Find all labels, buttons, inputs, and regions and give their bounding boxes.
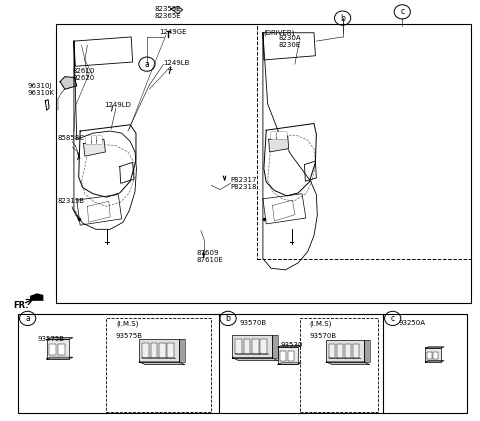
- Polygon shape: [30, 293, 43, 301]
- Polygon shape: [278, 363, 301, 365]
- Polygon shape: [326, 340, 364, 362]
- Text: 93250A: 93250A: [398, 320, 425, 326]
- Polygon shape: [167, 343, 174, 358]
- Polygon shape: [232, 358, 278, 360]
- Text: 82315B: 82315B: [58, 198, 84, 204]
- Polygon shape: [272, 335, 278, 358]
- Text: 87609
87610E: 87609 87610E: [196, 250, 223, 263]
- Text: 96310J
96310K: 96310J 96310K: [28, 83, 55, 96]
- Text: c: c: [400, 7, 404, 16]
- Polygon shape: [353, 344, 360, 358]
- Polygon shape: [151, 343, 157, 358]
- Text: 82610
82620: 82610 82620: [72, 68, 95, 81]
- Polygon shape: [47, 339, 69, 359]
- Polygon shape: [167, 358, 176, 359]
- Text: 1249LB: 1249LB: [164, 60, 190, 66]
- Polygon shape: [282, 132, 287, 139]
- Polygon shape: [337, 344, 343, 358]
- Polygon shape: [86, 136, 91, 144]
- Polygon shape: [337, 358, 345, 359]
- Polygon shape: [280, 352, 286, 361]
- Polygon shape: [329, 344, 336, 358]
- Text: (DRIVER): (DRIVER): [263, 30, 294, 36]
- Polygon shape: [49, 344, 56, 355]
- Polygon shape: [142, 343, 149, 358]
- Text: 8230A
8230E: 8230A 8230E: [278, 35, 301, 48]
- Text: 1249LD: 1249LD: [104, 102, 131, 108]
- Polygon shape: [278, 346, 301, 347]
- Polygon shape: [139, 339, 179, 362]
- Polygon shape: [425, 361, 444, 362]
- Polygon shape: [364, 340, 370, 362]
- Text: 93570B: 93570B: [240, 320, 267, 326]
- Text: 93575B: 93575B: [116, 333, 143, 339]
- Text: c: c: [391, 314, 395, 323]
- Polygon shape: [243, 338, 250, 354]
- Text: 93530: 93530: [281, 342, 303, 348]
- Polygon shape: [329, 358, 337, 359]
- Polygon shape: [142, 358, 151, 359]
- Text: (I.M.S): (I.M.S): [116, 320, 138, 327]
- Text: P82317
P82318: P82317 P82318: [230, 177, 257, 190]
- Polygon shape: [345, 344, 351, 358]
- Text: 93570B: 93570B: [309, 333, 336, 339]
- Polygon shape: [345, 358, 353, 359]
- Polygon shape: [92, 136, 96, 144]
- Polygon shape: [278, 347, 298, 365]
- Text: a: a: [25, 314, 30, 323]
- Polygon shape: [97, 136, 102, 144]
- Text: 82355E
82365E: 82355E 82365E: [154, 5, 181, 19]
- Text: 1249GE: 1249GE: [159, 29, 186, 35]
- Polygon shape: [326, 362, 370, 365]
- Polygon shape: [235, 338, 242, 354]
- Polygon shape: [353, 358, 361, 359]
- Polygon shape: [232, 335, 272, 358]
- Polygon shape: [58, 344, 65, 355]
- Polygon shape: [151, 358, 159, 359]
- Text: 93575B: 93575B: [37, 336, 64, 342]
- Polygon shape: [252, 338, 259, 354]
- Polygon shape: [139, 362, 185, 365]
- Polygon shape: [433, 352, 438, 359]
- Text: FR.: FR.: [13, 301, 29, 310]
- Polygon shape: [427, 352, 432, 359]
- Polygon shape: [159, 343, 166, 358]
- Text: 85858C: 85858C: [58, 135, 84, 141]
- Text: b: b: [226, 314, 230, 323]
- Polygon shape: [269, 136, 288, 152]
- Text: (I.M.S): (I.M.S): [309, 320, 332, 327]
- Polygon shape: [277, 132, 281, 139]
- Polygon shape: [425, 348, 441, 362]
- Text: b: b: [340, 13, 345, 23]
- Polygon shape: [159, 358, 168, 359]
- Polygon shape: [84, 139, 106, 156]
- Text: a: a: [144, 60, 149, 69]
- Polygon shape: [179, 339, 185, 362]
- Polygon shape: [47, 338, 73, 339]
- Polygon shape: [260, 338, 267, 354]
- Polygon shape: [171, 6, 183, 14]
- Polygon shape: [288, 352, 294, 361]
- Polygon shape: [425, 347, 444, 348]
- Polygon shape: [47, 357, 73, 359]
- Polygon shape: [271, 132, 276, 139]
- Polygon shape: [60, 77, 77, 89]
